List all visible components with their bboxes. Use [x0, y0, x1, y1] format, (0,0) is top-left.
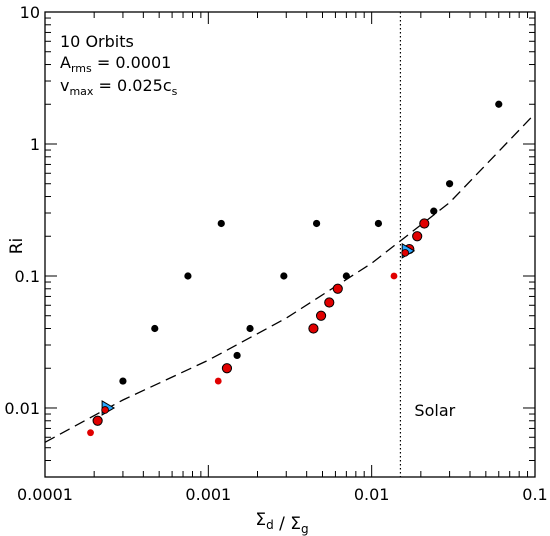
data-point-black [374, 219, 383, 228]
y-axis-label: Ri [7, 238, 27, 255]
data-point-red-large [419, 218, 430, 229]
data-point-black [184, 272, 192, 280]
fit-curve-layer [44, 113, 536, 443]
data-point-black [495, 100, 503, 108]
data-point-red-small [87, 429, 94, 437]
data-point-red-large [332, 283, 343, 294]
data-point-red-overlap [101, 406, 109, 414]
data-point-black [430, 207, 438, 215]
fit-curve [44, 113, 536, 443]
y-tick-label: 0.01 [4, 399, 40, 418]
x-tick-label: 0.1 [522, 485, 547, 504]
data-point-red-large [315, 310, 327, 321]
plot-frame [44, 11, 536, 478]
data-point-black [246, 324, 254, 333]
annotation-line: 10 Orbits [60, 32, 134, 51]
x-tick-label: 0.001 [185, 485, 231, 504]
reference-line-layer: Solar [399, 12, 456, 477]
annotation-line: vmax = 0.025cs [60, 76, 178, 98]
y-tick-label: 1 [30, 135, 40, 154]
x-axis-label: Σd / Σg [255, 510, 308, 536]
axis-tick-labels: 0.0001 0.001 0.01 0.1 0.01 0.1 1 10 [4, 3, 547, 504]
data-point-red-large [308, 323, 319, 334]
axis-ticks [44, 12, 535, 478]
data-point-red-large [92, 415, 103, 426]
data-point-red-large [324, 297, 335, 308]
annotation-line: Arms = 0.0001 [60, 53, 171, 75]
y-tick-label: 0.1 [15, 267, 40, 286]
x-tick-label: 0.01 [354, 485, 390, 504]
data-point-red-large [221, 363, 233, 374]
data-point-black [445, 180, 454, 188]
y-tick-label: 10 [20, 3, 40, 22]
data-point-red-small [390, 272, 398, 280]
data-point-black [312, 219, 321, 228]
data-point-black [151, 324, 159, 333]
data-points [87, 100, 503, 437]
data-point-black [217, 219, 225, 228]
data-point-red-overlap [401, 249, 409, 257]
data-point-red-large [412, 231, 423, 242]
data-point-black [280, 272, 288, 280]
data-point-black [119, 377, 127, 385]
data-point-black [342, 272, 350, 280]
data-point-black [233, 351, 241, 360]
data-point-red-small [214, 377, 222, 385]
solar-label: Solar [414, 401, 455, 420]
x-tick-label: 0.0001 [17, 485, 73, 504]
